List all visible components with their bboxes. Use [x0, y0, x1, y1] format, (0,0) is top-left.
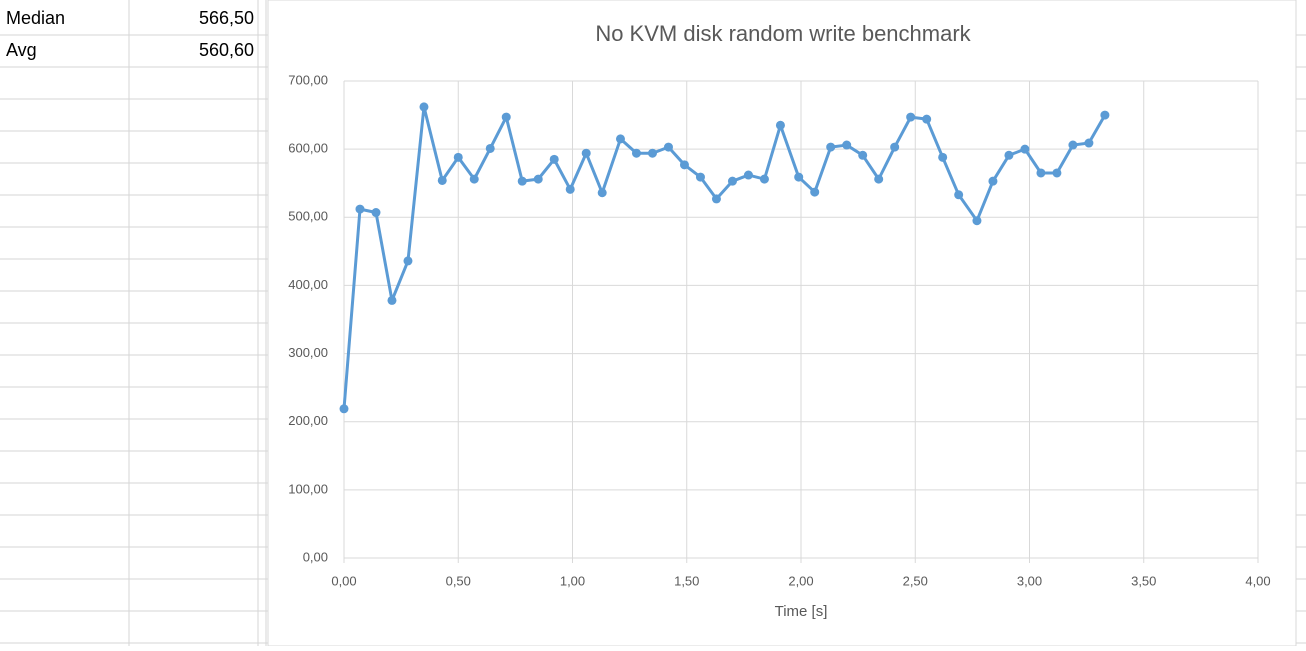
data-line	[342, 105, 1107, 409]
data-point	[387, 295, 397, 305]
x-tick-label: 2,50	[903, 573, 928, 588]
y-tick-label: 700,00	[288, 72, 328, 87]
x-axis-label: Time [s]	[775, 603, 828, 620]
cell-label: Avg	[6, 40, 37, 60]
data-point	[663, 142, 673, 152]
x-tick-label: 1,50	[674, 573, 699, 588]
data-point	[533, 174, 543, 184]
data-point	[874, 174, 884, 184]
cell-label: Median	[6, 8, 65, 28]
data-point	[858, 150, 868, 160]
data-point	[679, 160, 689, 170]
cell-value: 560,60	[199, 40, 254, 60]
data-point	[711, 194, 721, 204]
spreadsheet: Median 566,50 Avg 560,60	[0, 0, 268, 646]
data-point	[371, 208, 381, 218]
data-point	[890, 142, 900, 152]
data-point	[1004, 150, 1014, 160]
data-point	[810, 187, 820, 197]
data-point	[339, 404, 349, 414]
data-point	[988, 176, 998, 186]
y-tick-label: 100,00	[288, 481, 328, 496]
data-point	[743, 170, 753, 180]
data-point	[419, 102, 429, 112]
data-point	[759, 174, 769, 184]
x-tick-label: 3,50	[1131, 573, 1156, 588]
data-point	[1068, 140, 1078, 150]
data-point	[485, 143, 495, 153]
data-point	[453, 152, 463, 162]
data-point	[906, 112, 916, 122]
data-point	[581, 148, 591, 158]
data-point	[1052, 168, 1062, 178]
cell-value: 566,50	[199, 8, 254, 28]
data-point	[403, 256, 413, 266]
y-tick-label: 400,00	[288, 277, 328, 292]
data-point	[1084, 138, 1094, 148]
x-tick-label: 3,00	[1017, 573, 1042, 588]
data-point	[469, 174, 479, 184]
data-point	[615, 134, 625, 144]
y-tick-label: 600,00	[288, 141, 328, 156]
y-tick-label: 0,00	[303, 549, 328, 564]
x-tick-label: 2,00	[788, 573, 813, 588]
data-point	[1020, 144, 1030, 154]
data-point	[794, 172, 804, 182]
data-point	[826, 142, 836, 152]
data-point	[631, 148, 641, 158]
data-point	[549, 154, 559, 164]
data-point	[355, 204, 365, 214]
data-point	[437, 175, 447, 185]
data-point	[954, 190, 964, 200]
data-point	[775, 120, 785, 130]
data-point	[647, 148, 657, 158]
data-point	[922, 114, 932, 124]
data-point	[517, 176, 527, 186]
y-tick-label: 200,00	[288, 413, 328, 428]
data-point	[597, 188, 607, 198]
data-point	[842, 140, 852, 150]
y-tick-label: 300,00	[288, 345, 328, 360]
data-point	[938, 152, 948, 162]
data-point	[1100, 110, 1110, 120]
chart-title: No KVM disk random write benchmark	[595, 21, 971, 46]
x-tick-label: 1,00	[560, 573, 585, 588]
x-tick-label: 4,00	[1245, 573, 1270, 588]
x-tick-label: 0,00	[331, 573, 356, 588]
chart-area[interactable]	[267, 0, 1297, 647]
data-point	[501, 112, 511, 122]
data-point	[565, 184, 575, 194]
data-point	[727, 176, 737, 186]
data-point	[1036, 168, 1046, 178]
y-tick-label: 500,00	[288, 209, 328, 224]
data-point	[972, 216, 982, 226]
data-point	[695, 172, 705, 182]
x-tick-label: 0,50	[446, 573, 471, 588]
